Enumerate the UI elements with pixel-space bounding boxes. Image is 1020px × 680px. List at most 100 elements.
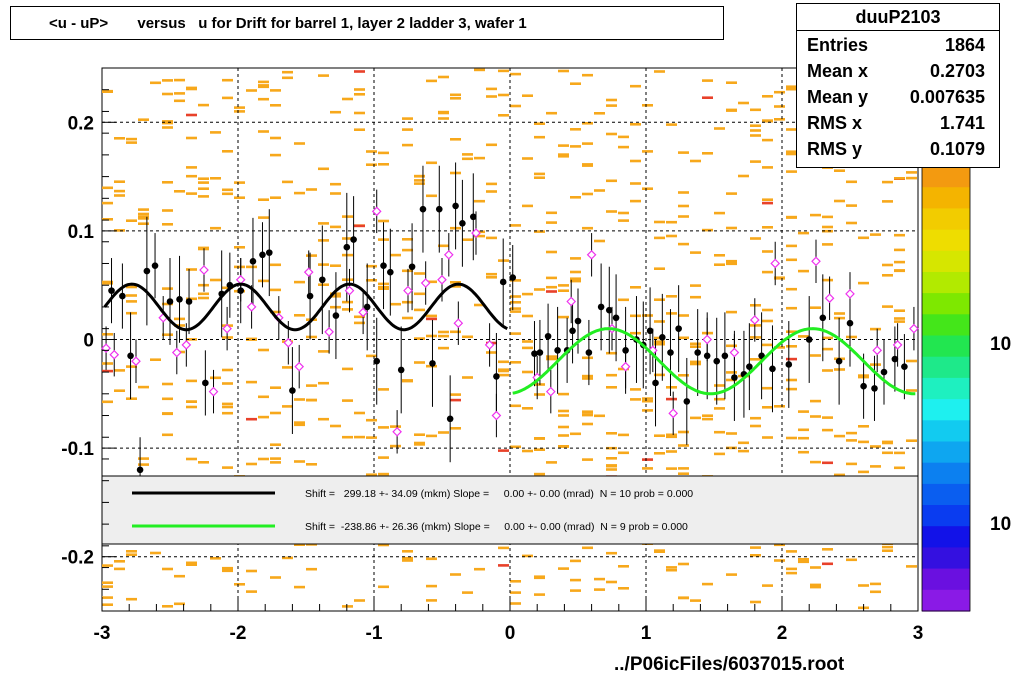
data-point [785, 361, 793, 368]
histogram-cell [606, 580, 617, 584]
histogram-cell [846, 180, 857, 184]
palette-swatch [922, 187, 970, 209]
histogram-cell [678, 472, 689, 475]
histogram-cell [438, 75, 449, 79]
data-point [397, 366, 405, 374]
histogram-cell [282, 556, 293, 560]
histogram-cell [762, 308, 773, 312]
histogram-cell [798, 231, 809, 235]
histogram-cell [162, 92, 173, 96]
histogram-cell [210, 131, 221, 134]
data-point-open [824, 293, 835, 304]
histogram-cell [270, 263, 281, 267]
histogram-cell [222, 188, 233, 192]
histogram-cell [450, 393, 461, 396]
histogram-cell [774, 277, 785, 280]
histogram-cell [186, 87, 197, 91]
histogram-cell [786, 244, 797, 248]
histogram-cell [414, 308, 425, 312]
histogram-cell [822, 548, 833, 551]
histogram-cell [762, 386, 773, 390]
histogram-cell [666, 568, 677, 572]
histogram-cell [162, 397, 173, 401]
histogram-cell [666, 295, 677, 298]
histogram-cell [702, 152, 713, 155]
histogram-cell [414, 272, 425, 275]
histogram-cell [882, 549, 893, 552]
histogram-cell [714, 127, 725, 130]
histogram-cell [294, 280, 305, 284]
histogram-cell [546, 111, 557, 115]
histogram-cell [126, 137, 137, 141]
histogram-cell [102, 596, 113, 599]
histogram-cell [222, 192, 233, 196]
histogram-cell [726, 262, 737, 266]
palette-swatch [922, 208, 970, 231]
histogram-cell [606, 104, 617, 107]
histogram-cell [834, 434, 845, 438]
histogram-cell [258, 279, 269, 283]
histogram-cell [726, 81, 737, 84]
data-point [713, 357, 721, 365]
histogram-cell [882, 263, 893, 267]
histogram-cell [534, 176, 545, 179]
histogram-cell [786, 330, 797, 333]
histogram-cell [138, 463, 149, 466]
histogram-cell [786, 306, 797, 310]
histogram-cell [690, 416, 701, 420]
stats-box: duuP2103 Entries 1864 Mean x 0.2703 Mean… [796, 3, 1000, 168]
histogram-cell [846, 558, 857, 562]
histogram-cell [894, 320, 905, 323]
histogram-cell [582, 73, 593, 77]
histogram-cell [726, 192, 737, 195]
histogram-cell [294, 142, 305, 145]
histogram-cell [714, 430, 725, 434]
histogram-cell [462, 591, 473, 594]
palette-swatch [922, 526, 970, 548]
legend-box [101, 475, 919, 545]
histogram-cell [402, 238, 413, 241]
histogram-cell [162, 126, 173, 129]
histogram-cell [102, 581, 113, 584]
histogram-cell [438, 244, 449, 248]
histogram-cell [330, 225, 341, 229]
histogram-cell [294, 421, 305, 424]
histogram-cell [474, 303, 485, 307]
palette-swatch [922, 505, 970, 527]
stats-label: Entries [807, 35, 869, 55]
data-point [805, 336, 813, 343]
histogram-cell [510, 224, 521, 227]
histogram-cell [126, 597, 137, 601]
histogram-cell [870, 465, 881, 468]
histogram-cell [162, 223, 173, 226]
histogram-cell [618, 135, 629, 139]
data-point-open [471, 228, 481, 238]
histogram-cell [894, 309, 905, 312]
data-point [332, 312, 340, 319]
histogram-cell [270, 288, 281, 292]
data-point [435, 205, 443, 213]
histogram-cell [510, 301, 521, 304]
histogram-cell [294, 543, 305, 546]
histogram-cell [582, 413, 593, 416]
histogram-cell [498, 69, 509, 73]
histogram-cell [318, 417, 329, 421]
histogram-cell [318, 74, 329, 77]
histogram-cell [450, 93, 461, 97]
histogram-cell [402, 117, 413, 120]
histogram-cell [150, 551, 161, 555]
histogram-cell [222, 96, 233, 100]
histogram-cell [258, 80, 269, 84]
data-point [265, 249, 273, 256]
histogram-cell [678, 336, 689, 340]
histogram-cell [138, 385, 149, 389]
histogram-cell [366, 279, 377, 282]
histogram-cell [810, 213, 821, 217]
histogram-cell [510, 602, 521, 605]
histogram-cell [834, 169, 845, 172]
data-point-open [131, 356, 141, 367]
palette-swatch [922, 229, 970, 252]
palette-swatch [922, 589, 970, 612]
histogram-cell [654, 220, 665, 224]
